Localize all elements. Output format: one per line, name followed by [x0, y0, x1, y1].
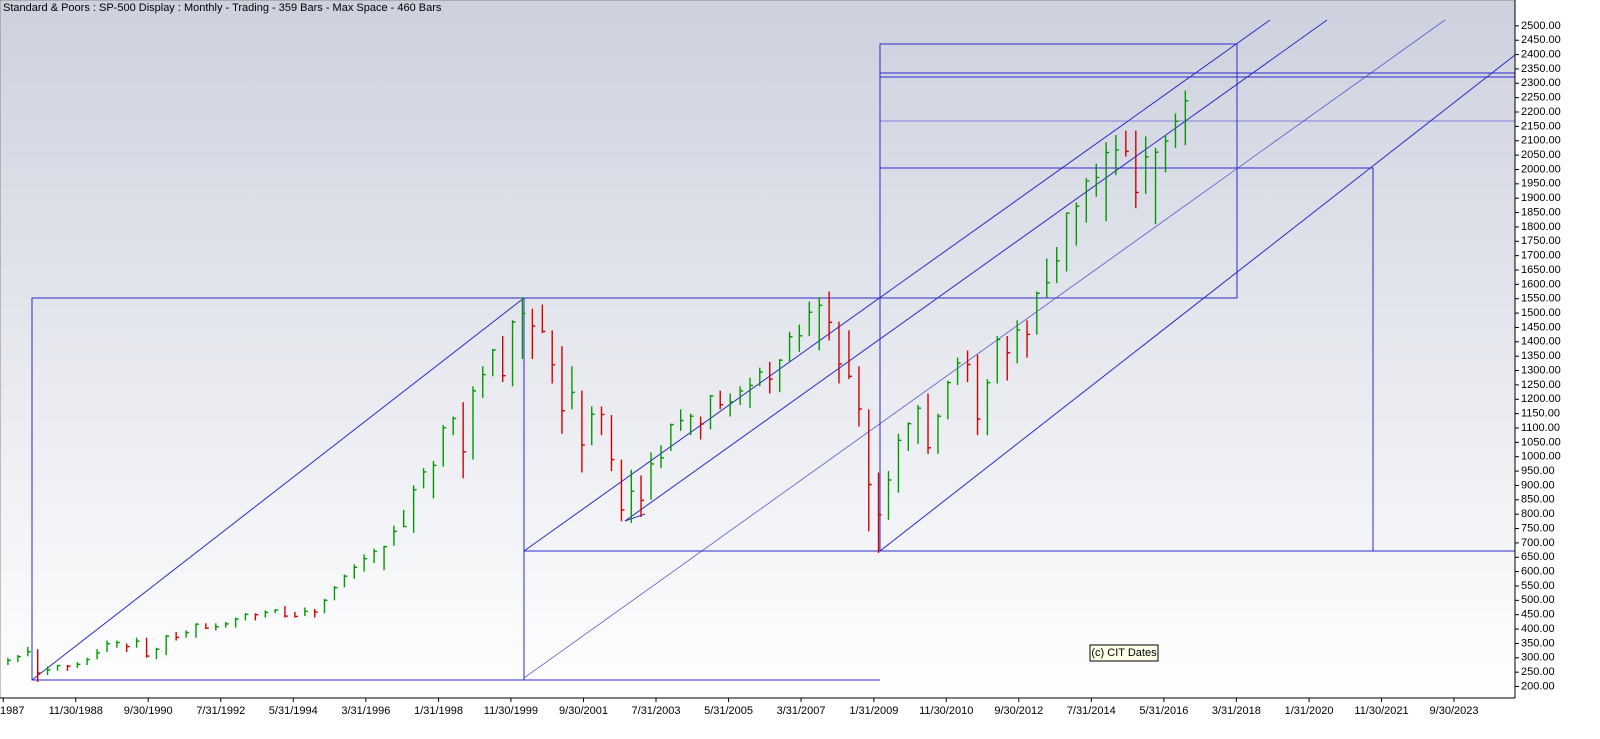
x-tick-label: 7/31/2003 [632, 705, 681, 717]
y-tick-label: 1000.00 [1521, 451, 1561, 463]
x-axis-area [0, 698, 1515, 734]
y-tick-label: 1150.00 [1521, 408, 1560, 420]
y-tick-label: 1400.00 [1521, 336, 1561, 348]
x-tick-label: 1/31/1998 [414, 705, 463, 717]
channel-line [523, 19, 1446, 679]
x-tick-label: 9/30/2012 [994, 705, 1043, 717]
y-tick-label: 650.00 [1521, 551, 1555, 563]
x-tick-label: 3/31/1996 [341, 705, 390, 717]
y-tick-label: 700.00 [1521, 537, 1555, 549]
y-tick-label: 300.00 [1521, 652, 1555, 664]
y-tick-label: 2100.00 [1521, 135, 1561, 147]
y-tick-label: 600.00 [1521, 566, 1555, 578]
y-tick-label: 2400.00 [1521, 48, 1561, 60]
x-tick-label: 5/31/2005 [704, 705, 753, 717]
x-tick-label: 3/31/2007 [777, 705, 826, 717]
y-tick-label: 1500.00 [1521, 307, 1561, 319]
channel-line [879, 54, 1515, 552]
y-tick-label: 1900.00 [1521, 192, 1561, 204]
y-tick-label: 550.00 [1521, 580, 1555, 592]
channel-line [523, 19, 1271, 552]
y-tick-label: 2500.00 [1521, 20, 1561, 32]
y-tick-label: 1750.00 [1521, 235, 1561, 247]
y-tick-label: 750.00 [1521, 522, 1555, 534]
y-tick-label: 2150.00 [1521, 120, 1561, 132]
y-tick-label: 1250.00 [1521, 379, 1561, 391]
gann-box [879, 43, 1238, 299]
y-tick-label: 850.00 [1521, 494, 1555, 506]
y-tick-label: 1350.00 [1521, 350, 1561, 362]
y-tick-label: 1800.00 [1521, 221, 1561, 233]
y-tick-label: 1300.00 [1521, 364, 1561, 376]
x-tick-label: 9/30/2001 [559, 705, 608, 717]
x-tick-label: 1/31/2009 [849, 705, 898, 717]
y-tick-label: 2200.00 [1521, 106, 1561, 118]
x-tick-label: 1987 [0, 705, 24, 717]
x-tick-label: 7/31/1992 [196, 705, 245, 717]
x-tick-label: 9/30/2023 [1430, 705, 1479, 717]
channel-line [624, 19, 1328, 522]
annotation: (c) CIT Dates [1091, 647, 1157, 659]
y-tick-label: 400.00 [1521, 623, 1555, 635]
y-tick-label: 2450.00 [1521, 34, 1561, 46]
x-tick-label: 7/31/2014 [1067, 705, 1116, 717]
y-axis-area [1515, 0, 1600, 734]
y-tick-label: 1200.00 [1521, 393, 1561, 405]
y-tick-label: 950.00 [1521, 465, 1555, 477]
y-tick-label: 1850.00 [1521, 206, 1561, 218]
x-tick-label: 3/31/2018 [1212, 705, 1261, 717]
chart-title: Standard & Poors : SP-500 Display : Mont… [3, 2, 442, 14]
y-tick-label: 450.00 [1521, 609, 1555, 621]
y-tick-label: 1700.00 [1521, 250, 1561, 262]
y-tick-label: 2350.00 [1521, 63, 1561, 75]
y-tick-label: 1450.00 [1521, 321, 1561, 333]
x-tick-label: 9/30/1990 [124, 705, 173, 717]
y-tick-label: 2000.00 [1521, 163, 1561, 175]
y-tick-label: 900.00 [1521, 479, 1555, 491]
x-tick-label: 1/31/2020 [1285, 705, 1334, 717]
y-tick-label: 1950.00 [1521, 178, 1561, 190]
plot-background [0, 0, 1515, 698]
x-tick-label: 11/30/1999 [484, 705, 538, 717]
y-tick-label: 1550.00 [1521, 293, 1561, 305]
x-tick-label: 11/30/2021 [1354, 705, 1408, 717]
x-tick-label: 11/30/1988 [49, 705, 103, 717]
y-tick-label: 1600.00 [1521, 278, 1561, 290]
y-tick-label: 1650.00 [1521, 264, 1561, 276]
y-tick-label: 500.00 [1521, 594, 1555, 606]
y-tick-label: 800.00 [1521, 508, 1555, 520]
y-tick-label: 1050.00 [1521, 436, 1561, 448]
x-tick-label: 5/31/1994 [269, 705, 318, 717]
y-tick-label: 2050.00 [1521, 149, 1561, 161]
y-tick-label: 2300.00 [1521, 77, 1561, 89]
y-tick-label: 1100.00 [1521, 422, 1560, 434]
y-tick-label: 350.00 [1521, 637, 1555, 649]
y-tick-label: 200.00 [1521, 680, 1555, 692]
x-tick-label: 11/30/2010 [919, 705, 973, 717]
annotation-box [1089, 644, 1159, 662]
trend-line [31, 297, 525, 681]
overlays [31, 19, 1515, 681]
x-tick-label: 5/31/2016 [1139, 705, 1188, 717]
price-bars [7, 90, 1189, 682]
y-tick-label: 2250.00 [1521, 92, 1561, 104]
y-tick-label: 250.00 [1521, 666, 1555, 678]
